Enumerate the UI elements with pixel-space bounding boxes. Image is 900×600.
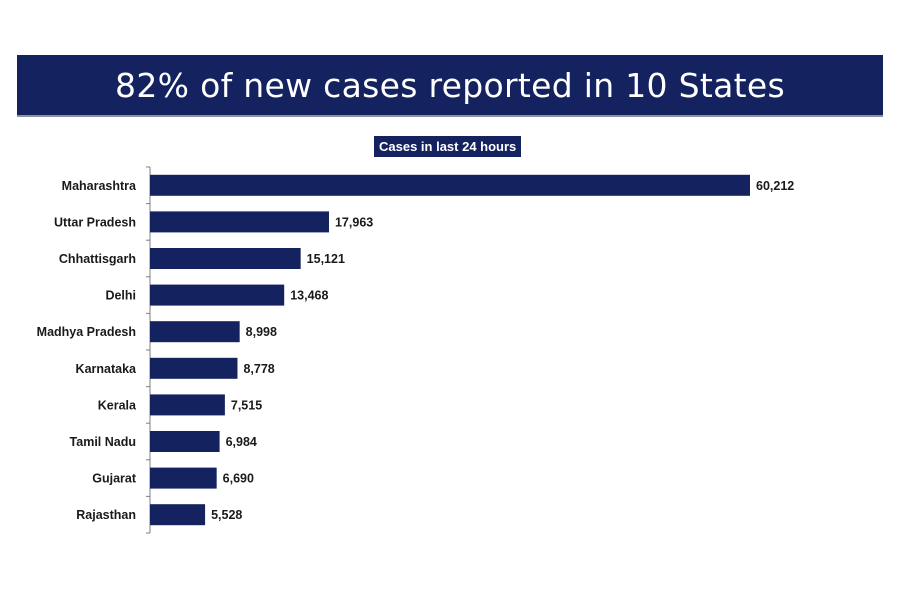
value-label: 60,212 [756, 179, 794, 193]
bar [150, 284, 285, 306]
bar [150, 357, 238, 379]
bar [150, 431, 220, 452]
bar [150, 467, 217, 489]
value-label: 6,984 [226, 435, 257, 449]
value-label: 5,528 [211, 508, 242, 522]
category-label: Maharashtra [62, 179, 137, 193]
title-banner: 82% of new cases reported in 10 States [17, 55, 883, 115]
value-label: 8,778 [243, 362, 274, 376]
category-label: Rajasthan [76, 508, 136, 522]
chart-title: 82% of new cases reported in 10 States [115, 65, 785, 105]
category-label: Madhya Pradesh [37, 325, 136, 339]
category-label: Delhi [105, 289, 136, 303]
chart-subtitle: Cases in last 24 hours [374, 136, 522, 157]
value-label: 15,121 [307, 252, 345, 266]
category-label: Uttar Pradesh [54, 215, 136, 229]
bar [150, 394, 225, 416]
value-label: 13,468 [290, 289, 328, 303]
category-label: Tamil Nadu [70, 435, 136, 449]
category-label: Karnataka [76, 362, 137, 376]
bar [150, 248, 301, 269]
category-label: Gujarat [92, 472, 137, 486]
bar [150, 174, 750, 196]
value-label: 7,515 [231, 398, 262, 412]
bar [150, 504, 206, 526]
category-label: Chhattisgarh [59, 252, 136, 266]
title-banner-shadow [17, 115, 883, 117]
value-label: 17,963 [335, 215, 373, 229]
value-label: 6,690 [223, 472, 254, 486]
value-label: 8,998 [246, 325, 277, 339]
bar [150, 321, 240, 343]
category-label: Kerala [98, 398, 137, 412]
bar [150, 211, 329, 233]
